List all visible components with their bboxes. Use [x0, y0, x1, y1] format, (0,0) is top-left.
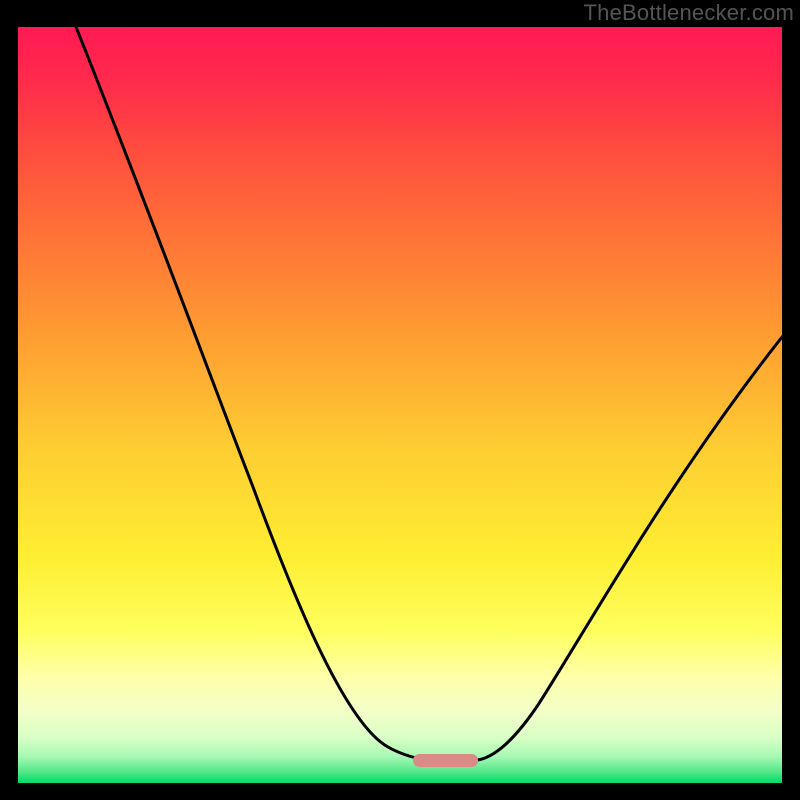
floor-marker: [413, 754, 478, 767]
watermark-link[interactable]: TheBottlenecker.com: [584, 0, 794, 26]
stage: TheBottlenecker.com: [0, 0, 800, 800]
bottleneck-chart: [18, 27, 782, 783]
chart-background: [18, 27, 782, 783]
